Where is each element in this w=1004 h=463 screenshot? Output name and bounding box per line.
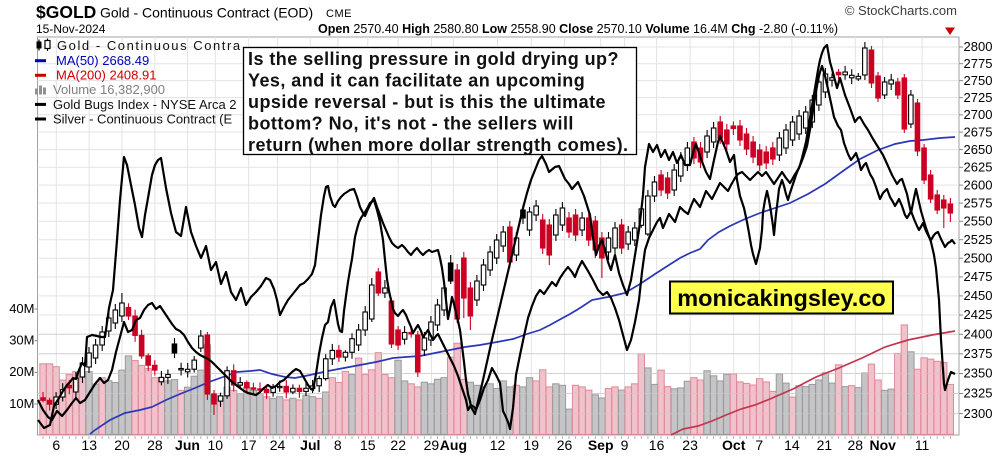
svg-text:28: 28 [147,437,163,453]
svg-text:Nov: Nov [869,437,896,453]
svg-text:23: 23 [682,437,698,453]
svg-text:2475: 2475 [964,269,993,284]
svg-text:Is the selling pressure in gol: Is the selling pressure in gold drying u… [248,49,619,69]
svg-text:upside reversal - but is this: upside reversal - but is this the ultima… [248,92,606,112]
svg-text:MA(50) 2668.49: MA(50) 2668.49 [56,53,149,68]
svg-text:Aug: Aug [440,437,467,453]
svg-text:return (when more dollar stren: return (when more dollar strength comes)… [248,135,629,155]
svg-text:19: 19 [524,437,540,453]
svg-text:2700: 2700 [964,107,993,122]
svg-text:22: 22 [390,437,406,453]
svg-text:20M: 20M [9,364,34,379]
svg-text:21: 21 [817,437,833,453]
svg-text:2450: 2450 [964,288,993,303]
svg-text:2750: 2750 [964,73,993,88]
svg-text:2600: 2600 [964,177,993,192]
svg-text:2575: 2575 [964,195,993,210]
svg-text:26: 26 [557,437,573,453]
svg-text:2625: 2625 [964,160,993,175]
svg-text:2400: 2400 [964,327,993,342]
svg-text:monicakingsley.co: monicakingsley.co [677,285,886,311]
svg-text:15-Nov-2024: 15-Nov-2024 [36,22,106,36]
svg-text:2775: 2775 [964,56,993,71]
svg-text:Jul: Jul [300,437,320,453]
svg-text:$GOLD: $GOLD [36,2,96,22]
svg-text:28: 28 [848,437,864,453]
svg-text:15: 15 [360,437,376,453]
svg-text:2650: 2650 [964,142,993,157]
svg-text:Sep: Sep [588,437,614,453]
svg-text:2300: 2300 [964,406,993,421]
svg-text:14: 14 [784,437,800,453]
svg-text:16: 16 [649,437,665,453]
svg-text:2725: 2725 [964,90,993,105]
svg-text:29: 29 [424,437,440,453]
svg-text:2350: 2350 [964,366,993,381]
svg-text:2675: 2675 [964,124,993,139]
svg-text:7: 7 [755,437,763,453]
svg-text:8: 8 [334,437,342,453]
svg-text:2800: 2800 [964,39,993,54]
svg-text:30M: 30M [9,333,34,348]
svg-text:2425: 2425 [964,307,993,322]
svg-text:12: 12 [490,437,506,453]
svg-text:2500: 2500 [964,250,993,265]
svg-text:24: 24 [270,437,286,453]
svg-text:Open 2570.40 High 2580.80 Low: Open 2570.40 High 2580.80 Low 2558.90 Cl… [318,22,838,36]
svg-text:2550: 2550 [964,214,993,229]
svg-text:MA(200) 2408.91: MA(200) 2408.91 [56,68,156,83]
svg-text:11: 11 [915,437,930,453]
svg-text:6: 6 [52,437,60,453]
svg-text:2525: 2525 [964,232,993,247]
svg-text:Gold - Continuous Contra: Gold - Continuous Contra [57,38,242,53]
svg-text:CME: CME [326,8,352,20]
svg-text:Oct: Oct [722,437,746,453]
svg-text:Yes, and it can facilitate an: Yes, and it can facilitate an upcoming [248,71,585,91]
svg-text:Gold - Continuous Contract (EO: Gold - Continuous Contract (EOD) [100,5,313,21]
svg-text:17: 17 [241,437,257,453]
svg-text:40M: 40M [9,301,34,316]
svg-text:Silver - Continuous Contract (: Silver - Continuous Contract (E [53,111,233,126]
svg-text:13: 13 [81,437,97,453]
svg-text:10: 10 [208,437,224,453]
svg-text:Gold Bugs Index - NYSE Arca 2: Gold Bugs Index - NYSE Arca 2 [53,97,237,112]
svg-text:Volume 16,382,900: Volume 16,382,900 [53,82,165,97]
svg-text:20: 20 [114,437,130,453]
svg-text:Jun: Jun [175,437,200,453]
svg-text:2325: 2325 [964,386,993,401]
svg-text:10M: 10M [9,396,34,411]
svg-text:© StockCharts.com: © StockCharts.com [845,3,957,18]
svg-text:2375: 2375 [964,346,993,361]
svg-text:9: 9 [621,437,629,453]
svg-text:bottom? No, it's not - the sel: bottom? No, it's not - the sellers will [248,114,574,134]
